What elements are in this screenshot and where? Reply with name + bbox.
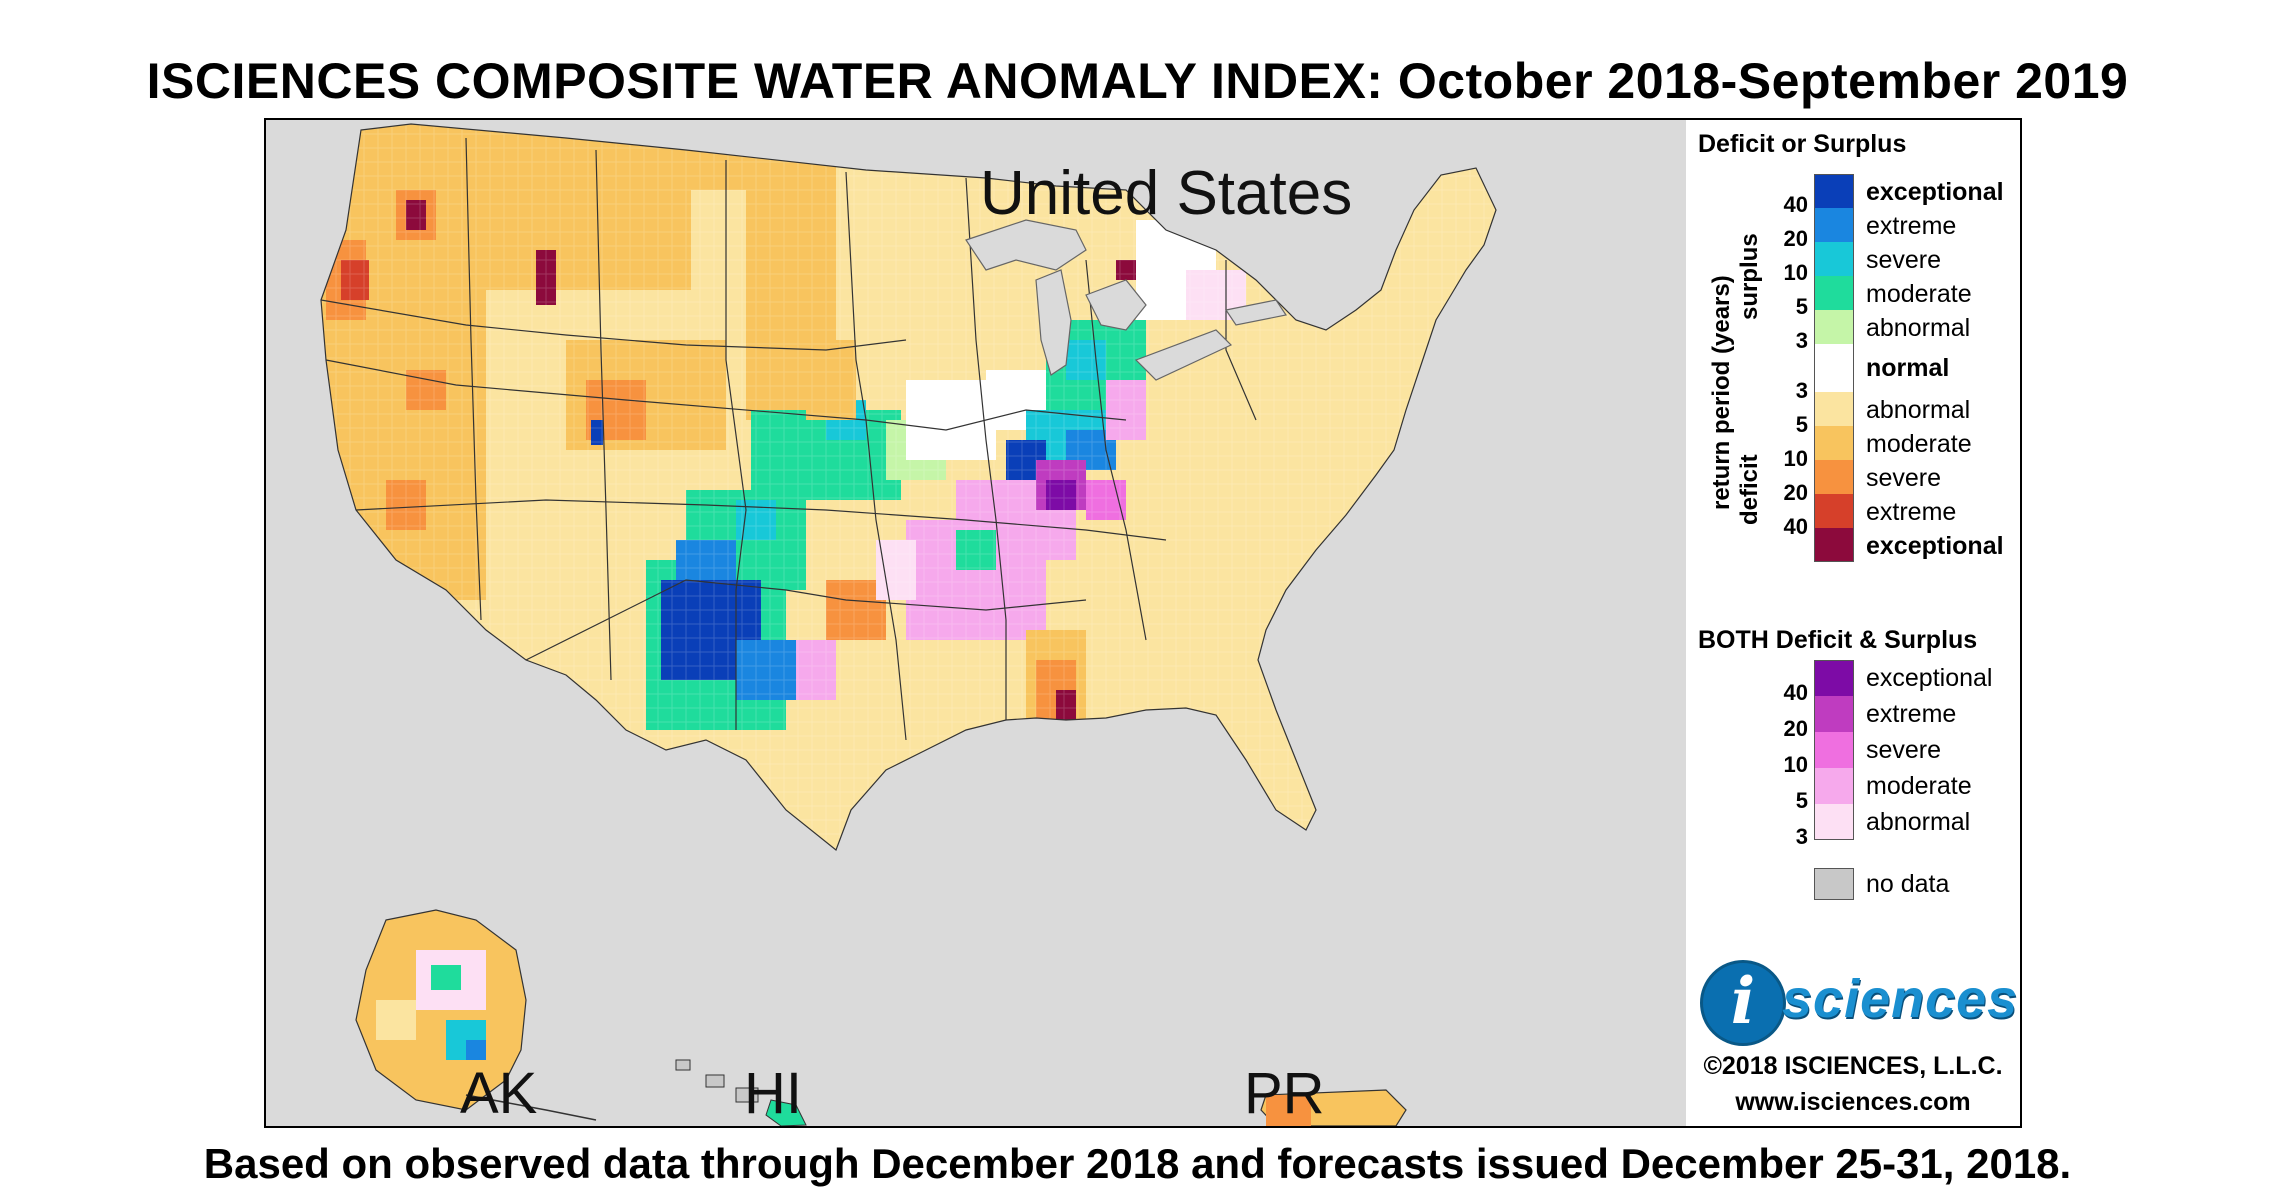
alaska-inset [355, 909, 597, 1121]
surplus-return-period-4: 3 [1795, 328, 1808, 353]
state-boundaries [320, 123, 1497, 851]
copyright: ©2018 ISCIENCES, L.L.C. [1703, 1052, 2003, 1080]
hawaii-label: HI [744, 1061, 802, 1126]
surplus-swatch-moderate [1814, 276, 1854, 310]
legend-axis-label: return period (years) [1708, 275, 1735, 510]
surplus-label-moderate: moderate [1866, 280, 1972, 308]
legend: Deficit or Surplus return period (years)… [1686, 120, 2020, 1126]
surplus-return-period-1: 20 [1783, 226, 1808, 251]
puerto-rico-inset [1260, 1089, 1407, 1126]
both-return-period-1: 20 [1783, 716, 1808, 741]
legend-deficit-label: deficit [1736, 454, 1763, 525]
legend-nodata-label: no data [1866, 870, 1950, 898]
both-label-extreme: extreme [1866, 700, 1957, 728]
surplus-swatch-severe [1814, 242, 1854, 276]
both-return-period-0: 40 [1783, 680, 1808, 705]
deficit-return-period-3: 20 [1783, 480, 1808, 505]
deficit-swatch-exceptional [1814, 528, 1854, 562]
deficit-label-extreme: extreme [1866, 498, 1957, 526]
hawaii-inset [675, 1059, 807, 1126]
both-swatch-moderate [1814, 768, 1854, 804]
surplus-return-period-3: 5 [1795, 294, 1808, 319]
surplus-swatch-extreme [1814, 208, 1854, 242]
deficit-return-period-1: 5 [1795, 412, 1808, 437]
deficit-return-period-0: 3 [1795, 378, 1808, 403]
map-panel: United States AK HI PR [266, 120, 1686, 1126]
deficit-return-period-4: 40 [1783, 514, 1808, 539]
surplus-label-abnormal: abnormal [1866, 314, 1971, 342]
surplus-return-period-2: 10 [1783, 260, 1808, 285]
deficit-label-severe: severe [1866, 464, 1942, 492]
legend-nodata-swatch [1814, 868, 1854, 900]
deficit-label-abnormal: abnormal [1866, 396, 1971, 424]
legend-surplus-label: surplus [1736, 233, 1763, 320]
legend-heading-deficit-surplus: Deficit or Surplus [1698, 130, 1907, 158]
surplus-label-exceptional: exceptional [1866, 178, 2004, 206]
both-return-period-3: 5 [1795, 788, 1808, 813]
figure-title: ISCIENCES COMPOSITE WATER ANOMALY INDEX:… [146, 53, 2129, 109]
map-canvas [320, 123, 1497, 1126]
both-swatch-exceptional [1814, 660, 1854, 696]
both-return-period-2: 10 [1783, 752, 1808, 777]
deficit-swatch-severe [1814, 460, 1854, 494]
both-label-moderate: moderate [1866, 772, 1972, 800]
both-return-period-4: 3 [1795, 824, 1808, 849]
deficit-return-period-2: 10 [1783, 446, 1808, 471]
deficit-label-exceptional: exceptional [1866, 532, 2004, 560]
great-lakes [965, 219, 1287, 381]
deficit-label-moderate: moderate [1866, 430, 1972, 458]
both-swatch-severe [1814, 732, 1854, 768]
surplus-swatch-exceptional [1814, 174, 1854, 208]
website: www.isciences.com [1735, 1088, 1971, 1116]
alaska-label: AK [460, 1061, 538, 1126]
surplus-return-period-0: 40 [1783, 192, 1808, 217]
legend-heading-both: BOTH Deficit & Surplus [1698, 626, 1978, 654]
both-label-exceptional: exceptional [1866, 664, 1993, 692]
isciences-logo-mark: i [1700, 960, 1786, 1046]
map-title: United States [980, 159, 1353, 228]
deficit-swatch-extreme [1814, 494, 1854, 528]
normal-label: normal [1866, 354, 1950, 382]
normal-swatch [1814, 344, 1854, 392]
both-label-severe: severe [1866, 736, 1942, 764]
deficit-swatch-abnormal [1814, 392, 1854, 426]
both-label-abnormal: abnormal [1866, 808, 1971, 836]
figure-footer: Based on observed data through December … [203, 1140, 2072, 1187]
surplus-label-severe: severe [1866, 246, 1942, 274]
map-frame: United States AK HI PR Deficit or Surplu… [264, 118, 2022, 1128]
deficit-swatch-moderate [1814, 426, 1854, 460]
puerto-rico-label: PR [1244, 1061, 1325, 1126]
surplus-swatch-abnormal [1814, 310, 1854, 344]
surplus-label-extreme: extreme [1866, 212, 1957, 240]
both-swatch-abnormal [1814, 804, 1854, 840]
both-swatch-extreme [1814, 696, 1854, 732]
isciences-logo-text: sciences [1782, 969, 2019, 1029]
